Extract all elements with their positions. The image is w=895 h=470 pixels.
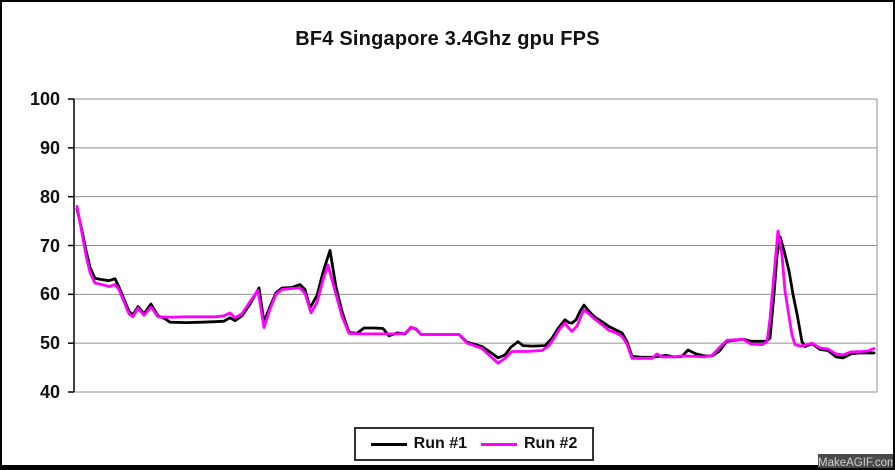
legend: Run #1 Run #2 — [354, 427, 594, 461]
y-tick-label: 60 — [39, 284, 60, 305]
legend-item-run2: Run #2 — [481, 435, 577, 453]
y-tick-label: 40 — [39, 382, 60, 402]
y-tick-label: 70 — [39, 235, 60, 256]
y-tick-label: 100 — [29, 89, 60, 109]
series-line-run2 — [75, 205, 876, 365]
legend-label-run1: Run #1 — [413, 435, 467, 452]
y-tick-label: 90 — [39, 137, 60, 158]
legend-item-run1: Run #1 — [370, 435, 467, 453]
watermark: MakeAGIF.com — [818, 454, 893, 468]
y-tick-label: 50 — [39, 333, 60, 354]
bottom-bar — [2, 465, 893, 468]
run2-line-swatch — [481, 442, 517, 446]
series-line-run1 — [75, 207, 876, 360]
legend-label-run2: Run #2 — [524, 435, 578, 452]
chart-title: BF4 Singapore 3.4Ghz gpu FPS — [295, 28, 600, 50]
y-tick-label: 80 — [39, 186, 60, 207]
run1-line-swatch — [370, 442, 407, 446]
